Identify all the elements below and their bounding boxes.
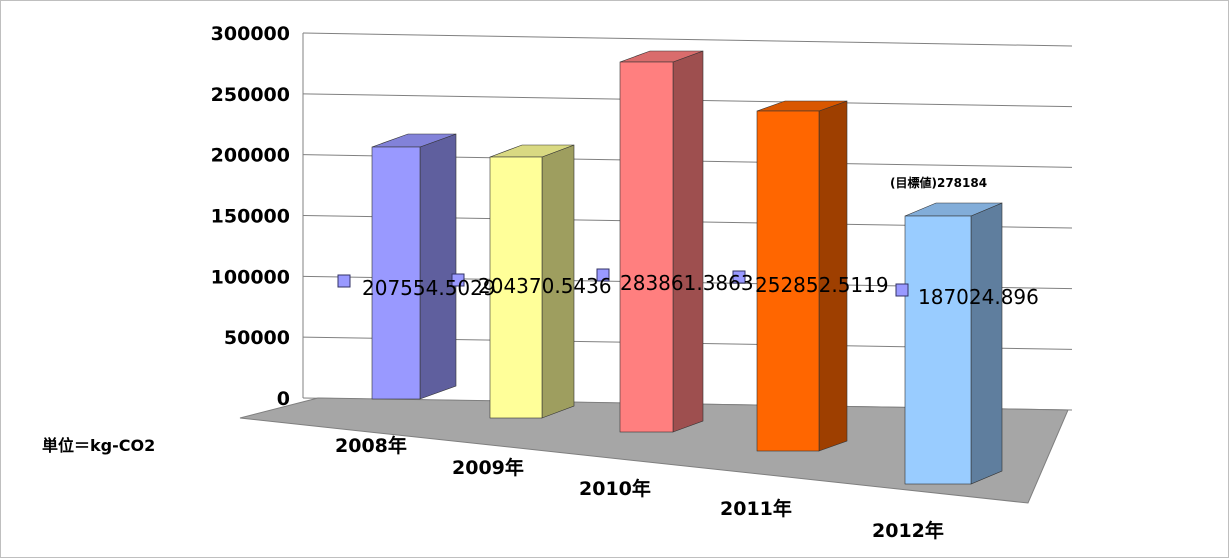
y-tick-label: 300000 <box>211 23 290 45</box>
data-marker <box>732 270 746 284</box>
bar-side <box>672 50 704 433</box>
y-tick-label: 200000 <box>211 145 290 167</box>
data-marker <box>451 273 465 287</box>
data-label: 207554.5029 <box>362 276 496 300</box>
bar-2009年 <box>489 144 575 419</box>
y-tick-label: 50000 <box>224 327 290 349</box>
x-tick-label: 2009年 <box>452 456 524 479</box>
y-tick-label: 100000 <box>211 266 290 288</box>
data-marker <box>596 268 610 282</box>
data-label: 187024.896 <box>918 285 1039 309</box>
bar-2011年 <box>756 100 848 452</box>
bar-side <box>970 202 1003 485</box>
gridline <box>302 32 1073 47</box>
x-tick-label: 2012年 <box>872 519 944 542</box>
y-tick-label: 150000 <box>211 206 290 228</box>
bar-front <box>489 156 543 419</box>
bar-2008年 <box>371 133 457 400</box>
bars <box>371 50 1003 485</box>
unit-label: 単位＝kg-CO2 <box>42 436 156 455</box>
x-tick-label: 2011年 <box>720 497 792 520</box>
bar-front <box>756 110 820 452</box>
y-tick-label: 250000 <box>211 84 290 106</box>
data-marker <box>337 274 351 288</box>
bar-2010年 <box>619 50 704 433</box>
data-label: 252852.5119 <box>755 273 889 297</box>
data-label: 283861.3863 <box>620 271 754 295</box>
bar-front <box>904 215 972 485</box>
target-annotation: (目標値)278184 <box>890 175 987 190</box>
bar-2012年 <box>904 202 1003 485</box>
bar-front <box>619 61 674 433</box>
data-label: 204370.5436 <box>478 274 612 298</box>
bar-front <box>371 146 421 400</box>
x-tick-label: 2008年 <box>335 434 407 457</box>
y-tick-label: 0 <box>277 388 290 410</box>
data-markers <box>337 268 909 297</box>
x-tick-label: 2010年 <box>579 477 651 500</box>
y-axis-ticks: 0 50000 100000 150000 200000 250000 300000 <box>211 23 290 410</box>
x-axis-ticks: 2008年 2009年 2010年 2011年 2012年 <box>335 434 944 542</box>
data-marker <box>895 283 909 297</box>
bar-side <box>419 133 457 400</box>
